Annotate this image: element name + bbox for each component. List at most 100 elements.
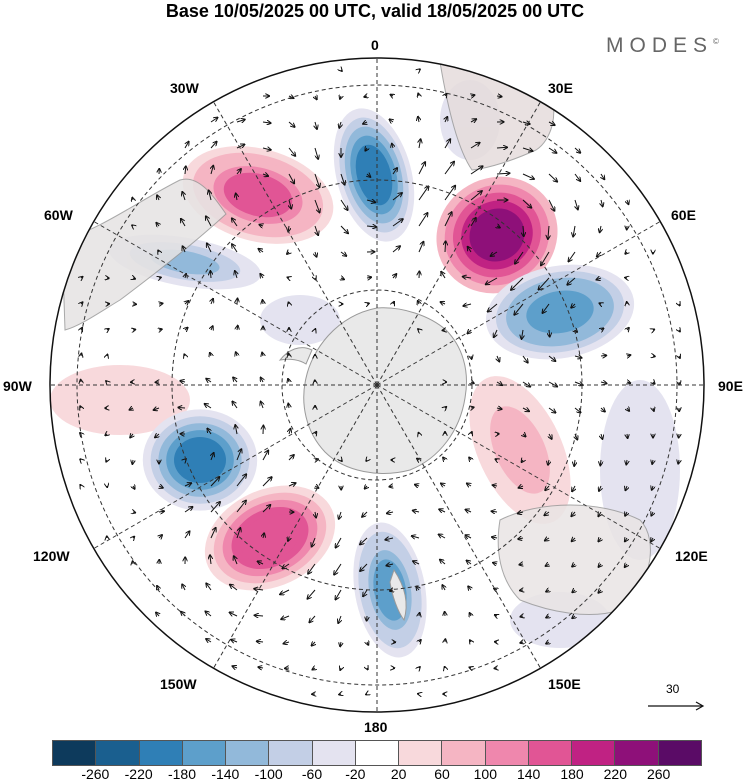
wind-vector — [236, 474, 246, 487]
wind-vector — [627, 434, 628, 438]
wind-vector — [211, 299, 213, 305]
wind-vector — [230, 585, 238, 591]
wind-vector — [392, 219, 403, 227]
wind-vector — [463, 304, 472, 306]
wind-vector — [522, 355, 528, 363]
colorbar-segment — [442, 740, 486, 766]
wind-vector — [546, 564, 550, 566]
wind-vector — [471, 382, 474, 383]
wind-vector — [205, 611, 212, 617]
wind-vector — [308, 563, 316, 574]
wind-vector — [312, 668, 315, 670]
lon-label-0: 0 — [371, 37, 379, 53]
wind-vector — [81, 328, 82, 330]
colorbar-segment — [572, 740, 616, 766]
meridian-line — [376, 219, 664, 386]
colorbar-tick-label: -260 — [81, 766, 110, 782]
wind-vector — [389, 486, 393, 487]
wind-vector — [413, 561, 420, 564]
wind-vector — [209, 190, 211, 201]
wind-vector — [287, 252, 289, 254]
wind-vector — [443, 457, 445, 460]
wind-vector — [494, 589, 497, 590]
wind-vector — [419, 667, 420, 668]
wind-vector — [418, 117, 419, 123]
wind-vector — [309, 615, 316, 622]
wind-vector — [549, 329, 550, 337]
wind-vector — [546, 642, 549, 644]
wind-vectors — [80, 69, 680, 694]
wind-vector — [573, 225, 575, 237]
wind-vector — [546, 590, 549, 592]
wind-vector — [288, 173, 294, 184]
wind-vector — [679, 356, 680, 358]
wind-vector — [159, 303, 163, 304]
wind-vector — [493, 485, 498, 486]
wind-vector — [600, 225, 601, 232]
wind-vector — [679, 304, 680, 306]
wind-vector — [440, 302, 445, 304]
wind-vector — [255, 615, 264, 616]
wind-vector — [314, 199, 320, 213]
wind-vector — [493, 563, 497, 564]
wind-vector — [679, 330, 680, 332]
wind-vector — [548, 147, 557, 153]
wind-vector — [181, 219, 186, 227]
lon-label-60e: 60E — [671, 207, 696, 223]
wind-vector — [210, 271, 211, 279]
wind-vector — [366, 200, 375, 202]
lon-label-30w: 30W — [170, 80, 199, 96]
wind-vector — [545, 486, 549, 490]
colorbar-segment — [355, 740, 400, 766]
wind-vector — [544, 512, 550, 515]
wind-vector — [178, 408, 186, 409]
wind-vector — [625, 252, 627, 254]
wind-vector — [340, 252, 346, 256]
wind-vector — [211, 453, 214, 461]
wind-vector — [210, 142, 217, 149]
wind-vector — [572, 485, 575, 491]
anomaly-shading — [50, 80, 680, 658]
wind-vector — [106, 381, 107, 382]
wind-vector — [107, 329, 109, 330]
wind-vector — [467, 483, 471, 486]
wind-vector — [236, 501, 246, 513]
colorbar-tick-label: -220 — [124, 766, 153, 782]
meridian-line — [211, 98, 378, 386]
wind-vector — [600, 459, 601, 466]
wind-vector — [257, 641, 264, 642]
wind-vector — [548, 355, 556, 361]
wind-vector — [418, 93, 419, 96]
wind-vector — [417, 459, 419, 461]
wind-vector — [262, 477, 272, 487]
wind-vector — [651, 538, 653, 542]
colorbar-tick-label: -20 — [345, 766, 366, 782]
australia — [497, 504, 651, 615]
wind-vector — [340, 199, 348, 210]
wind-vector — [463, 277, 472, 278]
wind-vector — [159, 329, 162, 330]
wind-vector — [385, 538, 394, 540]
wind-vector — [185, 142, 189, 149]
wind-vector — [495, 615, 497, 616]
wind-vector — [237, 326, 238, 330]
wind-vector — [159, 535, 162, 538]
wind-vector — [185, 328, 188, 330]
wind-vector — [282, 563, 290, 569]
wind-vector — [471, 95, 475, 96]
wind-vector — [262, 122, 271, 123]
wind-vector — [572, 538, 576, 541]
wind-vector — [519, 486, 524, 488]
wind-vector — [367, 668, 368, 670]
wind-vector — [80, 406, 81, 408]
wind-vector — [207, 243, 212, 253]
wind-vector — [418, 213, 428, 227]
wind-vector — [574, 147, 580, 153]
wind-vector — [366, 460, 367, 461]
wind-vector — [548, 407, 556, 413]
wind-vector — [600, 382, 607, 384]
colorbar-tick-label: 260 — [646, 766, 671, 782]
wind-vector — [599, 485, 601, 491]
wind-vector — [312, 642, 316, 646]
wind-vector — [548, 199, 555, 211]
